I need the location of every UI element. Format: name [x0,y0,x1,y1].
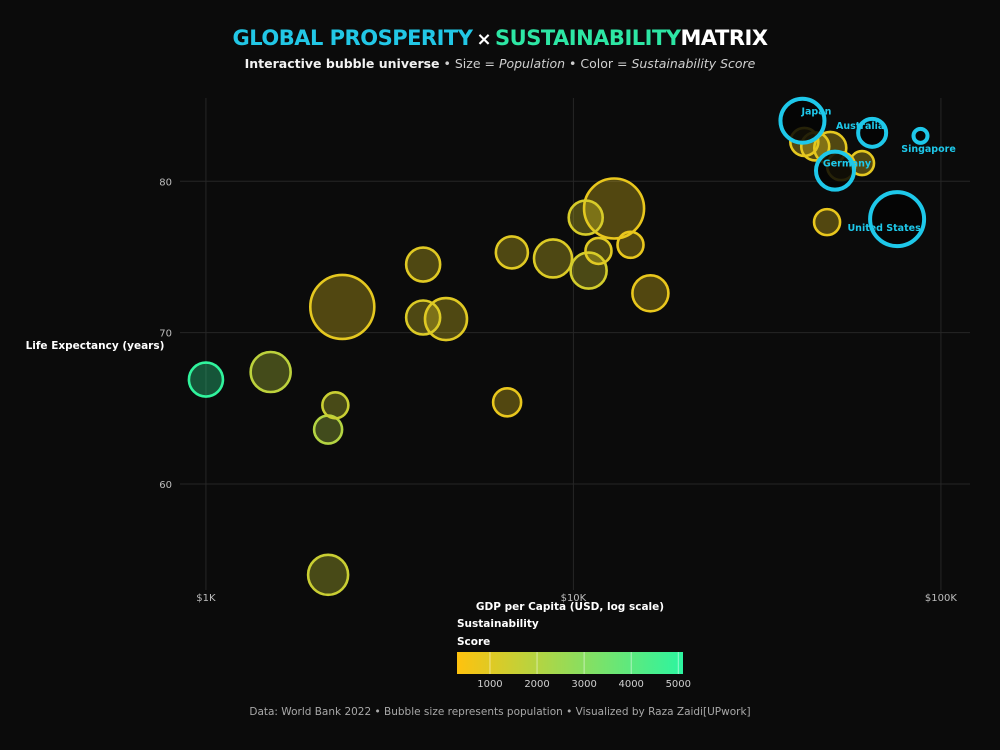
title-part-matrix: MATRIX [680,26,768,50]
x-tick-label: $10K [561,593,587,604]
highlighted-countries-layer: Japan Australia Singapore Germany United Sta… [778,96,956,249]
bubble-point[interactable] [404,246,442,283]
bubble-point[interactable] [532,238,574,279]
y-tick-label: 70 [159,329,172,340]
bubble-point[interactable] [491,386,523,418]
colorbar-ticks: 1000 2000 3000 4000 5000 [477,652,691,690]
chart-subtitle: Interactive bubble universe • Size = Pop… [0,56,1000,71]
x-tick-label: $100K [925,593,957,604]
subtitle-size-label: • Size = [439,56,499,71]
bubble-point[interactable] [582,177,646,240]
x-axis-label: GDP per Capita (USD, log scale) [476,601,664,613]
highlight-bubble-united-states[interactable] [868,190,927,249]
colorbar-tick-label: 1000 [477,679,502,690]
title-part-sustainability: SUSTAINABILITY [495,26,681,50]
highlight-bubble-japan[interactable] [778,96,827,145]
bubble-point[interactable] [306,553,350,597]
highlight-label-united-states: United States [847,223,921,234]
bubbles-layer [187,126,876,597]
subtitle-color-variable: Sustainability Score [631,56,756,71]
colorbar-tick-label: 3000 [571,679,596,690]
highlight-bubble-singapore[interactable] [911,126,930,145]
bubble-point[interactable] [321,391,350,420]
colorbar-legend: Sustainability Score 1000 2000 3000 4000 500… [457,618,691,690]
colorbar-title-line1: Sustainability [457,618,539,630]
y-tick-label: 80 [159,177,172,188]
subtitle-bold: Interactive bubble universe [244,56,440,71]
title-part-prosperity: GLOBAL PROSPERITY [232,26,473,50]
colorbar-gradient [457,652,683,674]
x-tick-label: $1K [196,593,216,604]
bubble-point[interactable] [569,251,608,290]
bubble-point[interactable] [812,207,842,237]
highlight-label-australia: Australia [836,121,884,132]
bubble-point[interactable] [308,273,376,341]
colorbar-title-line2: Score [457,636,490,648]
colorbar-tick-label: 2000 [524,679,549,690]
bubble-point[interactable] [616,230,645,260]
bubble-point[interactable] [494,235,530,270]
y-axis-label: Life Expectancy (years) [26,340,165,352]
title-separator: × [476,29,492,50]
bubble-point[interactable] [249,350,292,394]
highlight-label-japan: Japan [800,107,831,118]
colorbar-tick-label: 4000 [618,679,643,690]
bubble-point[interactable] [404,299,442,336]
bubble-point[interactable] [187,361,225,398]
chart-title: GLOBAL PROSPERITY × SUSTAINABILITYMATRIX [0,26,1000,50]
subtitle-color-label: • Color = [565,56,632,71]
highlight-bubble-germany[interactable] [813,149,856,192]
highlight-label-singapore: Singapore [901,144,956,155]
highlight-bubble-australia[interactable] [856,116,889,149]
y-tick-label: 60 [159,480,172,491]
bubble-point[interactable] [631,273,670,313]
highlight-label-germany: Germany [823,159,872,170]
subtitle-size-variable: Population [498,56,566,71]
bubble-point[interactable] [312,414,344,445]
bubble-point[interactable] [584,236,613,266]
footer-credits: Data: World Bank 2022 • Bubble size repr… [249,706,751,718]
bubble-point[interactable] [567,199,605,236]
axes-layer: GDP per Capita (USD, log scale) Life Exp… [26,177,958,613]
colorbar-tick-label: 5000 [666,679,691,690]
